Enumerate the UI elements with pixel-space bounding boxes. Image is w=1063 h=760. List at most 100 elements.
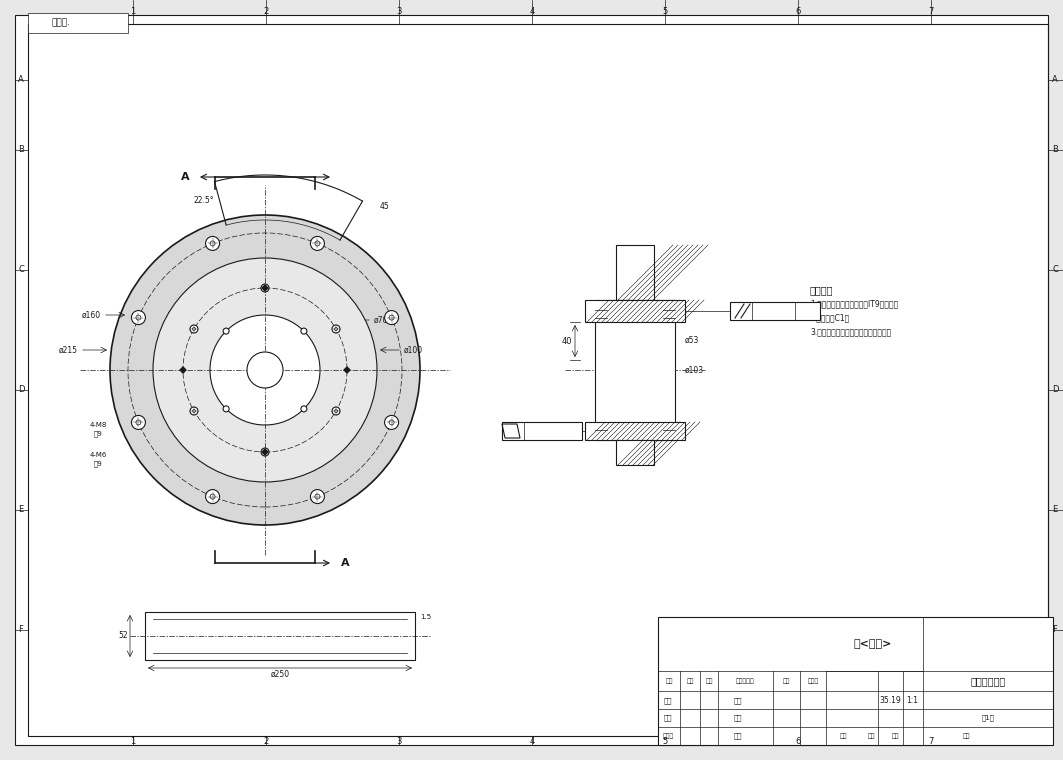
Bar [585,300,685,322]
Text: 4: 4 [529,736,535,746]
Text: ø215: ø215 [60,346,78,354]
Text: 45: 45 [379,202,389,211]
Text: ø100: ø100 [404,346,423,354]
Text: A: A [804,306,812,316]
Circle shape [301,328,307,334]
Text: 52: 52 [118,632,128,641]
Text: ø250: ø250 [270,670,289,679]
Text: 22: 22 [561,426,572,435]
Text: 4: 4 [529,8,535,17]
Text: 40: 40 [561,337,572,346]
Circle shape [132,311,146,325]
Polygon shape [180,367,186,373]
Circle shape [301,406,307,412]
Circle shape [385,416,399,429]
Bar [658,617,1053,745]
Text: B: B [18,145,24,154]
Text: 1:1: 1:1 [906,695,918,705]
Text: 版本: 版本 [891,733,898,739]
Circle shape [332,407,340,415]
Circle shape [310,489,324,504]
Text: 深9: 深9 [94,461,102,467]
Text: 35.19: 35.19 [879,695,900,705]
Polygon shape [344,367,350,373]
Text: 深9: 深9 [94,431,102,437]
Text: ø103: ø103 [685,366,704,375]
Text: 1: 1 [131,8,136,17]
Circle shape [210,315,320,425]
Text: E: E [1052,505,1058,515]
Circle shape [109,215,420,525]
Text: 处数: 处数 [687,678,694,684]
Text: 第1页: 第1页 [981,715,995,721]
Text: 2: 2 [264,8,269,17]
Text: 1.零件未注加工尺寸公差按IT9级加工。: 1.零件未注加工尺寸公差按IT9级加工。 [810,299,898,309]
Text: 22.5°: 22.5° [193,196,214,205]
Circle shape [132,416,146,429]
Circle shape [223,406,230,412]
Text: A: A [340,558,350,568]
Text: D: D [1051,385,1059,394]
Text: 4-M8: 4-M8 [89,422,106,428]
Text: 设计: 设计 [663,697,672,704]
Circle shape [385,311,399,325]
Text: 第页: 第页 [867,733,875,739]
Circle shape [190,325,198,333]
Bar [28,13,128,33]
Text: 工艺: 工艺 [733,715,742,721]
Text: 7: 7 [928,8,933,17]
Text: 审核: 审核 [733,733,742,739]
Text: 7: 7 [928,736,933,746]
Polygon shape [261,449,268,455]
Text: 6: 6 [795,8,800,17]
Text: 替代: 替代 [962,733,969,739]
Text: B: B [1052,145,1058,154]
Text: 3: 3 [396,8,402,17]
Text: 更改文件号: 更改文件号 [736,678,755,684]
Circle shape [190,407,198,415]
Bar [145,612,415,660]
Text: 签名: 签名 [782,678,790,684]
Text: 1.5: 1.5 [420,614,432,620]
Text: 标准化: 标准化 [662,733,674,739]
Bar [615,245,654,300]
Text: 标记: 标记 [665,678,673,684]
Text: 5: 5 [662,736,668,746]
Text: 共页: 共页 [840,733,847,739]
Bar [615,440,654,465]
Text: 年月日: 年月日 [808,678,819,684]
Circle shape [223,328,230,334]
Circle shape [332,325,340,333]
Text: 1: 1 [131,736,136,746]
Text: 分区: 分区 [705,678,713,684]
Text: ø53: ø53 [685,335,699,344]
Text: C: C [18,265,24,274]
Text: C: C [1052,265,1058,274]
Polygon shape [261,285,268,291]
Circle shape [205,489,220,504]
Text: ø70: ø70 [374,315,388,325]
Text: 3: 3 [396,736,402,746]
Text: A-A: A-A [623,243,647,257]
Circle shape [261,448,269,456]
Circle shape [153,258,377,482]
Text: A: A [181,172,189,182]
Circle shape [247,352,283,388]
Text: 0.012: 0.012 [539,426,567,436]
Text: E: E [18,505,23,515]
Bar [585,422,685,440]
Text: 0.03: 0.03 [762,306,783,316]
Text: 5: 5 [662,8,668,17]
Text: 校核: 校核 [663,715,672,721]
Text: A: A [1052,75,1058,84]
Text: A: A [18,75,23,84]
Text: 技术要求: 技术要求 [810,285,833,295]
Bar [730,302,820,320]
Bar [595,300,675,440]
Text: 4-M6: 4-M6 [89,452,106,458]
Text: 6: 6 [795,736,800,746]
Circle shape [310,236,324,251]
Text: 4-ø20: 4-ø20 [347,406,369,414]
Text: 3.加工后均需都不允许有毛刺和锐棱。: 3.加工后均需都不允许有毛刺和锐棱。 [810,328,891,337]
Text: 机器人研究院: 机器人研究院 [971,676,1006,686]
